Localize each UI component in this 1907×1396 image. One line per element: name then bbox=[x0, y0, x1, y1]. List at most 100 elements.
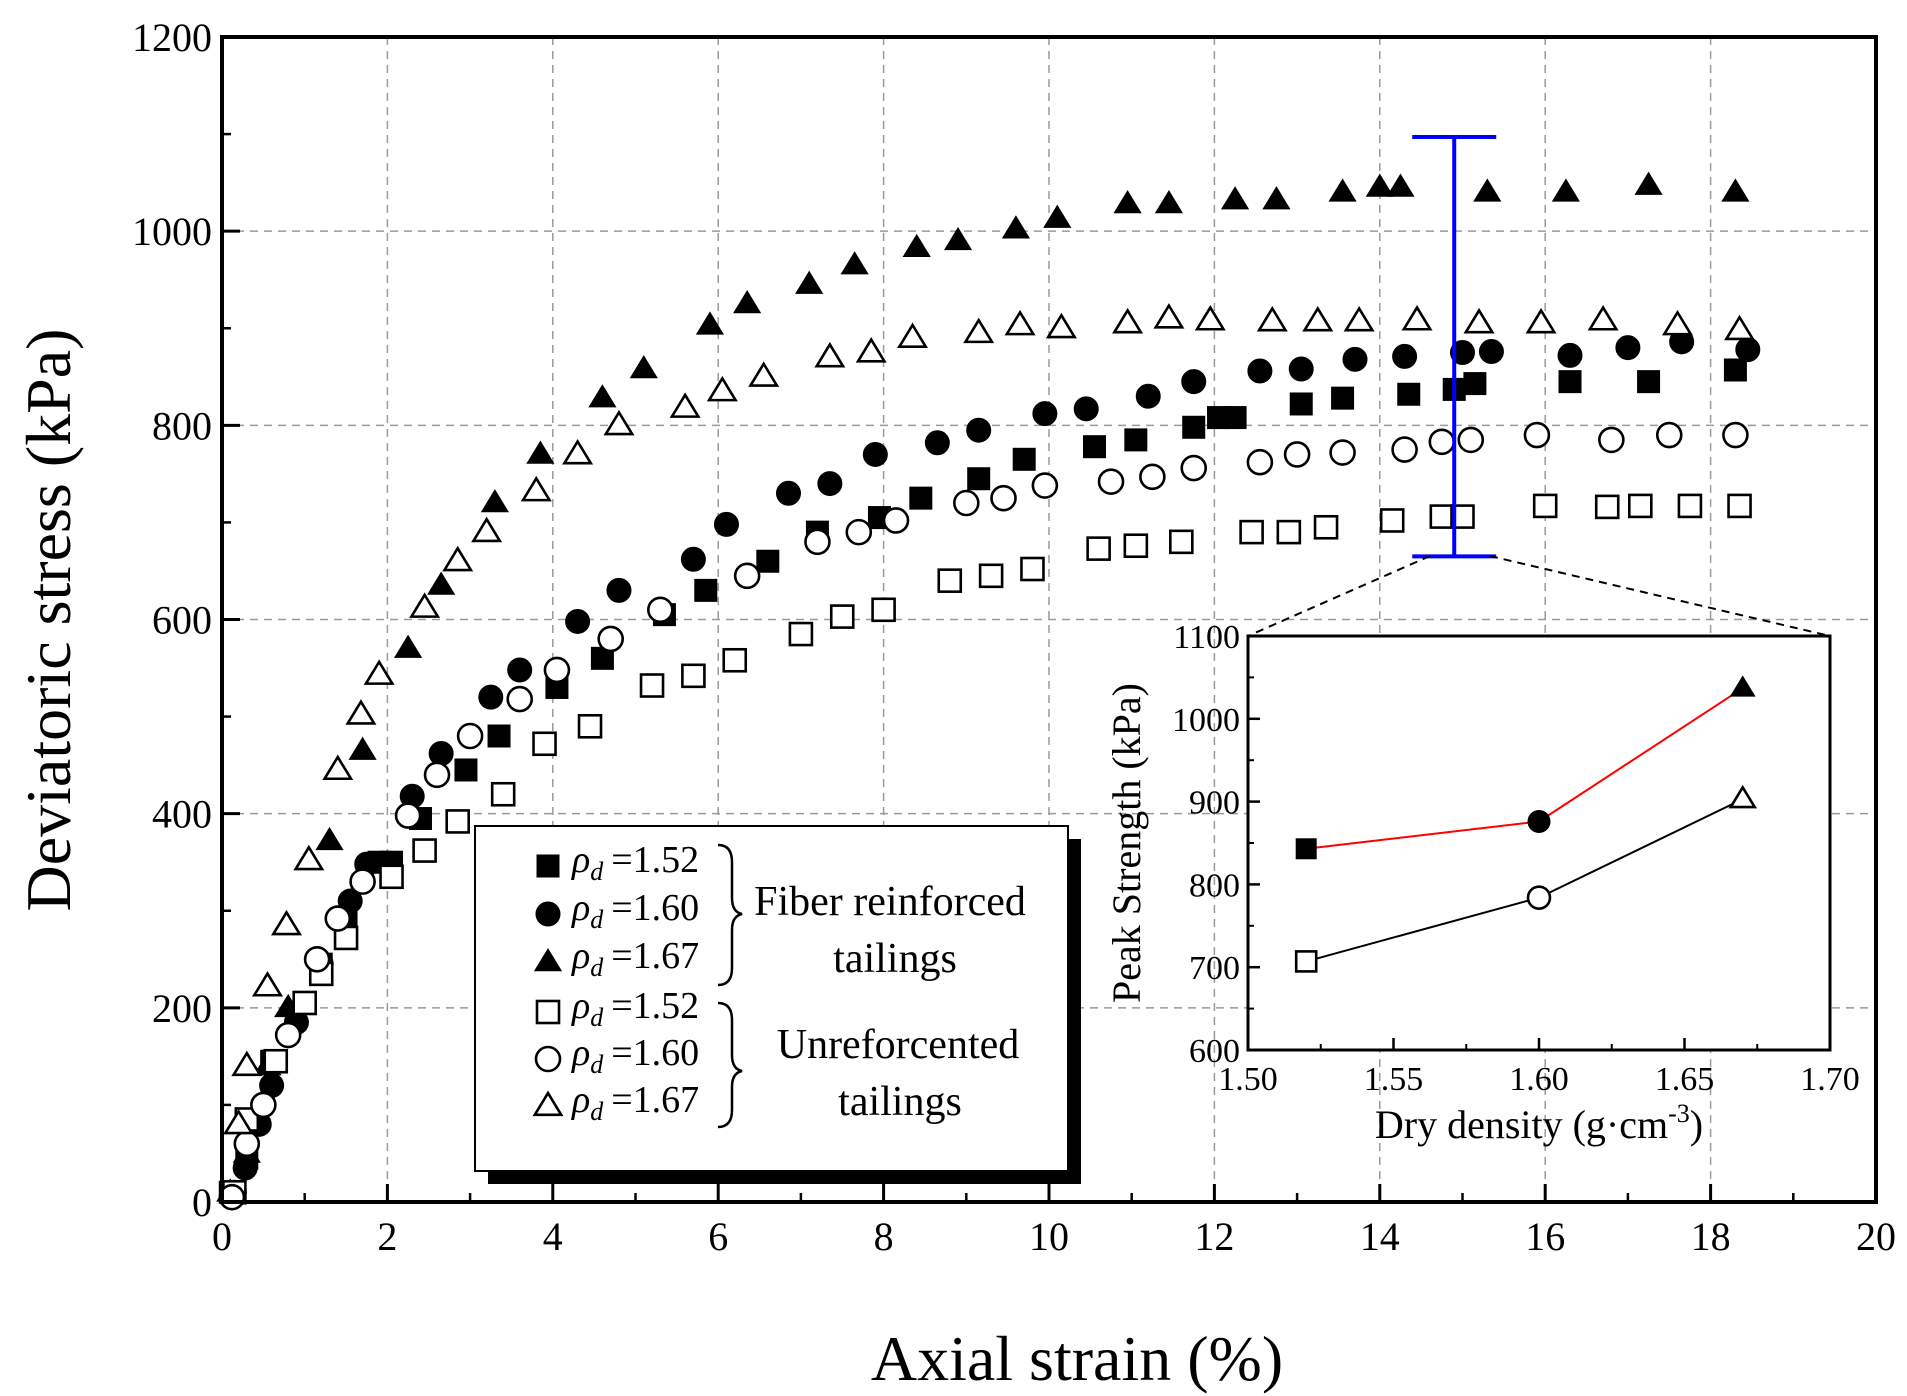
data-point-series-5 bbox=[274, 1021, 302, 1049]
data-point-series-6 bbox=[1343, 305, 1375, 332]
data-point-series-4 bbox=[532, 731, 557, 757]
data-point-series-3 bbox=[526, 440, 555, 464]
x-axis-title: Axial strain (%) bbox=[871, 1323, 1283, 1394]
data-point-series-3 bbox=[1551, 178, 1580, 202]
data-point-series-3 bbox=[1262, 186, 1291, 210]
data-point-series-4 bbox=[788, 621, 814, 647]
data-point-series-3 bbox=[427, 571, 456, 595]
data-point-series-6 bbox=[1724, 314, 1756, 341]
data-point-series-2 bbox=[680, 546, 706, 572]
data-point-series-2 bbox=[1288, 356, 1314, 382]
legend-rho-symbol: ρ bbox=[571, 935, 590, 977]
y-tick-label: 800 bbox=[152, 403, 212, 448]
y-axis-title: Deviatoric stress (kPa) bbox=[13, 329, 84, 912]
data-point-series-4 bbox=[681, 663, 706, 689]
data-point-series-5 bbox=[1097, 468, 1125, 495]
legend-brace-fiber bbox=[717, 843, 743, 987]
data-point-series-3 bbox=[943, 226, 973, 251]
data-point-series-6 bbox=[1045, 312, 1077, 339]
inset-point-series-2 bbox=[1294, 950, 1318, 973]
data-point-series-6 bbox=[1401, 305, 1433, 331]
data-point-series-4 bbox=[1123, 533, 1149, 559]
data-point-series-2 bbox=[507, 657, 533, 683]
data-point-series-6 bbox=[363, 659, 395, 685]
data-point-series-5 bbox=[1329, 439, 1356, 466]
data-point-series-6 bbox=[345, 699, 377, 725]
legend-label-series-5: ρd =1.60 bbox=[571, 1032, 699, 1079]
data-point-series-3 bbox=[1721, 178, 1750, 202]
data-point-series-3 bbox=[795, 270, 824, 294]
data-point-series-2 bbox=[1450, 340, 1475, 366]
data-point-series-5 bbox=[456, 722, 484, 750]
data-point-series-6 bbox=[270, 909, 303, 936]
data-point-series-5 bbox=[1139, 463, 1166, 491]
legend-marker-series-2 bbox=[535, 901, 561, 927]
data-point-series-3 bbox=[315, 826, 344, 851]
data-point-series-2 bbox=[565, 608, 591, 634]
data-point-series-3 bbox=[1154, 190, 1184, 214]
data-point-series-6 bbox=[1662, 309, 1694, 336]
data-point-series-5 bbox=[506, 685, 534, 713]
data-point-series-3 bbox=[733, 290, 762, 314]
data-point-series-3 bbox=[1473, 178, 1502, 202]
data-point-series-6 bbox=[1256, 305, 1288, 332]
legend-rho-symbol: ρ bbox=[571, 1032, 590, 1074]
inset-chart: 1.50 1.55 1.60 1.65 1.70 600 700 800 900 1000 1100… bbox=[1104, 619, 1860, 1147]
data-point-series-5 bbox=[990, 484, 1017, 512]
inset-x-axis-title-main: Dry density (g·cm bbox=[1375, 1102, 1668, 1147]
data-point-series-2 bbox=[924, 430, 950, 456]
data-point-series-6 bbox=[963, 317, 995, 344]
legend-unreinforced-line2: tailings bbox=[838, 1079, 962, 1125]
legend-rho-symbol: ρ bbox=[571, 985, 590, 1027]
data-point-series-3 bbox=[588, 384, 617, 408]
data-point-series-5 bbox=[423, 761, 451, 789]
legend-box bbox=[474, 825, 1069, 1172]
data-point-series-3 bbox=[348, 736, 377, 760]
data-point-series-6 bbox=[409, 592, 441, 618]
data-point-series-5 bbox=[952, 489, 980, 517]
data-point-series-4 bbox=[722, 647, 748, 673]
inset-background bbox=[1248, 636, 1830, 1050]
data-point-series-1 bbox=[1012, 447, 1036, 471]
data-point-series-4 bbox=[379, 864, 404, 890]
data-point-series-1 bbox=[1558, 370, 1582, 394]
legend-rho-symbol: ρ bbox=[571, 1079, 590, 1121]
data-point-series-3 bbox=[1001, 215, 1031, 239]
data-point-series-5 bbox=[1391, 436, 1418, 463]
data-point-series-1 bbox=[1463, 372, 1487, 396]
data-point-series-4 bbox=[445, 809, 470, 834]
data-point-series-3 bbox=[1365, 173, 1394, 197]
legend-marker-series-1 bbox=[536, 854, 560, 878]
y-tick-label: 1200 bbox=[132, 15, 212, 60]
data-point-series-6 bbox=[1525, 307, 1557, 334]
inset-y-tick-label: 1000 bbox=[1172, 702, 1240, 739]
data-point-series-2 bbox=[1392, 343, 1418, 369]
inset-y-tick-label: 900 bbox=[1189, 785, 1240, 822]
data-point-series-4 bbox=[871, 597, 896, 623]
data-point-series-4 bbox=[829, 604, 855, 629]
data-point-series-5 bbox=[349, 868, 376, 895]
data-point-series-4 bbox=[263, 1048, 289, 1074]
x-tick-label: 8 bbox=[874, 1214, 894, 1259]
inset-x-axis-title-sup: -3 bbox=[1668, 1099, 1690, 1128]
legend-label-series-2: ρd =1.60 bbox=[571, 887, 699, 934]
data-point-series-5 bbox=[647, 596, 674, 624]
legend-density-value: =1.67 bbox=[611, 1079, 699, 1121]
inset-x-tick-label: 1.60 bbox=[1509, 1061, 1569, 1098]
data-point-series-4 bbox=[490, 781, 516, 807]
x-tick-label: 20 bbox=[1856, 1214, 1896, 1259]
data-point-series-5 bbox=[233, 1130, 261, 1158]
legend-rho-subscript: d bbox=[590, 857, 604, 886]
data-point-series-6 bbox=[1112, 307, 1144, 334]
data-point-series-5 bbox=[733, 562, 761, 590]
data-point-series-3 bbox=[1113, 190, 1142, 214]
data-point-series-4 bbox=[1727, 493, 1752, 519]
data-point-series-4 bbox=[1628, 493, 1653, 519]
data-point-series-6 bbox=[562, 438, 594, 465]
inset-y-tick-label: 600 bbox=[1189, 1033, 1240, 1070]
data-point-series-6 bbox=[814, 341, 846, 368]
data-point-series-5 bbox=[845, 518, 873, 546]
